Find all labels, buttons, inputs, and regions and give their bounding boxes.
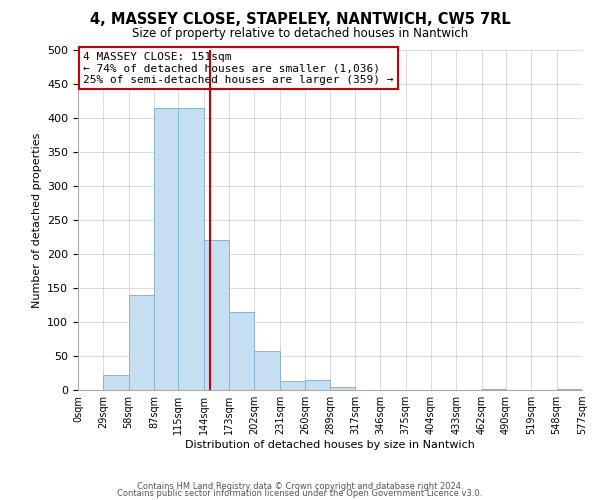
Bar [103, 375, 128, 390]
Bar [204, 240, 229, 390]
X-axis label: Distribution of detached houses by size in Nantwich: Distribution of detached houses by size … [185, 440, 475, 450]
Bar [128, 295, 154, 390]
Bar [229, 312, 254, 390]
Text: 4, MASSEY CLOSE, STAPELEY, NANTWICH, CW5 7RL: 4, MASSEY CLOSE, STAPELEY, NANTWICH, CW5… [89, 12, 511, 28]
Text: Size of property relative to detached houses in Nantwich: Size of property relative to detached ho… [132, 28, 468, 40]
Bar [254, 351, 280, 390]
Bar [331, 386, 355, 390]
Bar [154, 108, 178, 390]
Y-axis label: Number of detached properties: Number of detached properties [32, 132, 41, 308]
Bar [305, 380, 331, 390]
Bar [178, 108, 204, 390]
Bar [280, 381, 305, 390]
Text: 4 MASSEY CLOSE: 151sqm
← 74% of detached houses are smaller (1,036)
25% of semi-: 4 MASSEY CLOSE: 151sqm ← 74% of detached… [83, 52, 394, 85]
Text: Contains public sector information licensed under the Open Government Licence v3: Contains public sector information licen… [118, 490, 482, 498]
Text: Contains HM Land Registry data © Crown copyright and database right 2024.: Contains HM Land Registry data © Crown c… [137, 482, 463, 491]
